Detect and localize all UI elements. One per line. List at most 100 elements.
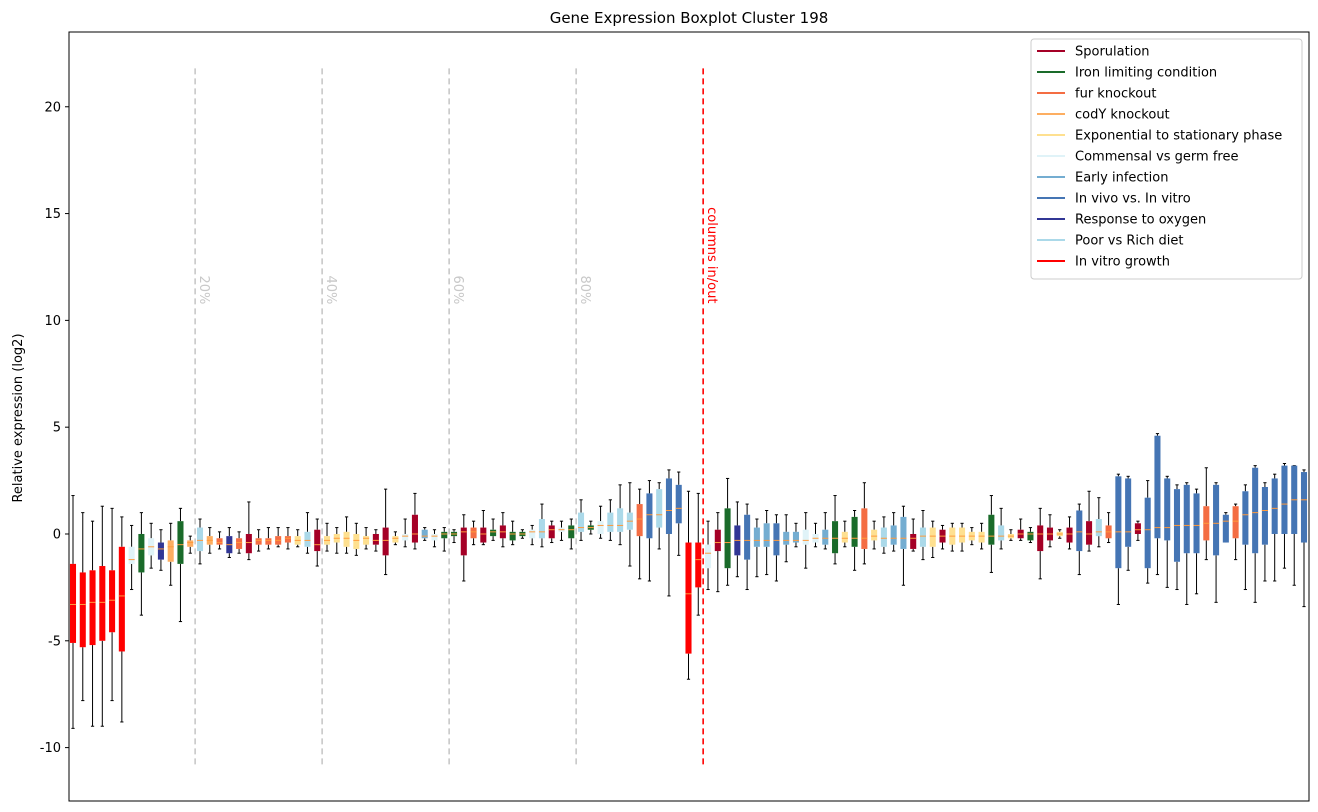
box — [617, 508, 624, 532]
box-item — [548, 520, 555, 544]
box — [109, 570, 116, 633]
box-item — [910, 518, 917, 552]
legend-item: Sporulation — [1037, 45, 1150, 60]
box — [1154, 435, 1161, 539]
box — [1222, 514, 1229, 543]
box — [802, 529, 809, 545]
box-item — [1066, 516, 1073, 550]
box-item — [480, 509, 487, 546]
box — [871, 529, 878, 541]
box — [245, 533, 252, 554]
box-item — [79, 512, 86, 702]
box-item — [1183, 482, 1190, 605]
box — [1193, 493, 1200, 554]
threshold-label: 20% — [196, 276, 211, 305]
box-item — [792, 522, 799, 548]
box-item — [1232, 503, 1239, 561]
box-item — [304, 512, 311, 554]
box-item — [802, 512, 809, 569]
box — [597, 521, 604, 534]
box — [880, 527, 887, 547]
box — [196, 527, 204, 552]
box-item — [841, 520, 848, 548]
box-item — [587, 520, 594, 535]
box — [392, 536, 399, 543]
box — [421, 529, 428, 539]
box-item — [314, 518, 321, 567]
box-item — [695, 492, 702, 616]
legend-label: Early infection — [1075, 171, 1168, 186]
threshold-lines: 20% 40% 60% 80% columns in/out — [194, 68, 719, 767]
box — [919, 527, 927, 547]
box-item — [411, 492, 418, 550]
box-item — [490, 518, 497, 541]
box — [1144, 497, 1151, 569]
box-item — [656, 482, 663, 550]
box — [1115, 476, 1122, 569]
box-item — [275, 527, 282, 548]
box-item — [69, 495, 77, 729]
legend-item: fur knockout — [1037, 87, 1157, 102]
legend-label: Commensal vs germ free — [1075, 150, 1238, 165]
box — [910, 533, 917, 549]
box-item — [431, 529, 438, 548]
box-item — [851, 509, 858, 571]
box-item — [538, 503, 545, 548]
box — [929, 527, 936, 547]
legend-item: Iron limiting condition — [1037, 66, 1217, 81]
box-item — [607, 499, 614, 541]
box-item — [1134, 520, 1141, 541]
box — [753, 527, 760, 547]
box-item — [939, 524, 946, 550]
legend-item: Response to oxygen — [1037, 213, 1206, 228]
box-item — [196, 518, 204, 565]
box-item — [968, 527, 975, 546]
box-item — [724, 477, 731, 586]
box-item — [871, 520, 878, 550]
box-item — [167, 522, 174, 586]
box — [363, 536, 370, 545]
box-item — [919, 509, 927, 561]
box-item — [568, 518, 575, 550]
box-item — [460, 514, 467, 582]
threshold-label: 60% — [450, 276, 465, 305]
box — [861, 508, 868, 549]
box-item — [949, 522, 956, 552]
box — [265, 538, 272, 545]
box-item — [812, 522, 819, 548]
box-item — [1027, 527, 1034, 544]
box — [568, 525, 575, 539]
threshold-label: 40% — [323, 276, 338, 305]
box — [841, 531, 848, 543]
box-item — [382, 488, 389, 576]
legend-item: codY knockout — [1037, 108, 1170, 123]
box — [714, 529, 721, 552]
box-item — [333, 527, 340, 554]
box-item — [392, 531, 399, 546]
box — [900, 516, 907, 549]
box-item — [1164, 475, 1171, 588]
y-tick-label: 0 — [53, 527, 61, 542]
plot-frame — [68, 31, 1310, 802]
box-item — [206, 527, 213, 554]
box — [89, 570, 96, 646]
box — [343, 531, 350, 547]
box-item — [890, 512, 897, 552]
box — [1271, 478, 1278, 534]
box-item — [450, 529, 458, 544]
box — [1037, 525, 1044, 552]
y-axis: -10 -5 0 5 10 15 20 — [40, 100, 69, 756]
box-item — [734, 501, 741, 578]
legend-item: In vitro growth — [1037, 255, 1170, 270]
box-item — [636, 488, 643, 580]
box — [792, 531, 799, 543]
box — [529, 529, 536, 539]
box-item — [138, 512, 145, 616]
box-item — [509, 520, 516, 546]
box — [470, 527, 477, 539]
box — [431, 533, 438, 541]
box — [665, 478, 672, 534]
box-item — [1252, 465, 1259, 603]
box-item — [177, 507, 184, 623]
box-item — [519, 529, 526, 539]
